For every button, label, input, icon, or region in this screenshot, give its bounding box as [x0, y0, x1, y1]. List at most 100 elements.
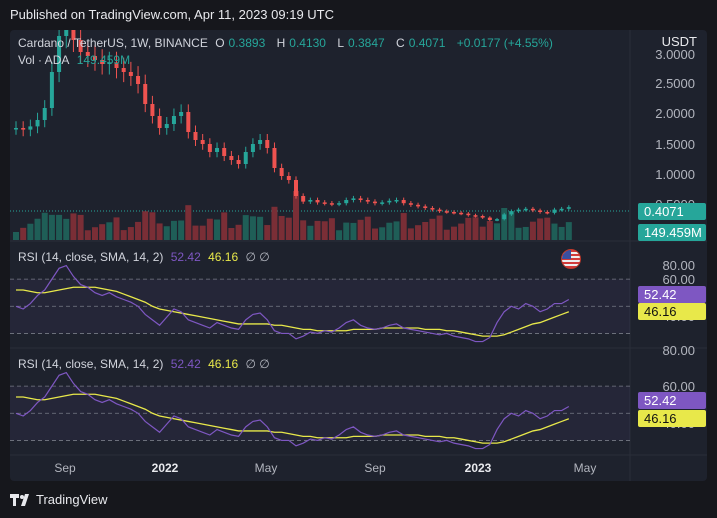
candle-body [215, 148, 220, 152]
volume-label: Vol · ADA [18, 53, 70, 67]
candle-body [322, 202, 327, 204]
candle-body [294, 180, 298, 196]
candle-body [444, 211, 449, 213]
candle-body [387, 200, 392, 203]
candle-body [337, 203, 342, 205]
volume-bar [178, 220, 185, 240]
volume-bar [13, 232, 19, 240]
volume-bar [127, 227, 134, 240]
rsi-tick: 80.00 [662, 343, 695, 358]
us-flag-icon[interactable] [561, 249, 581, 269]
candle-body [49, 72, 54, 108]
candle-body [509, 211, 514, 215]
rsi-value: 52.42 [170, 250, 201, 264]
last-price-badge: 0.4071 [638, 203, 706, 220]
volume-bar [192, 225, 199, 240]
candle-body [315, 200, 320, 203]
brand-name: TradingView [36, 492, 108, 507]
chart-frame[interactable]: Cardano / TetherUS, 1W, BINANCE O 0.3893 … [10, 30, 707, 481]
volume-bar [400, 213, 407, 240]
candle-body [85, 52, 90, 56]
volume-bar [422, 222, 429, 240]
candle-body [272, 148, 277, 168]
volume-bar [429, 218, 436, 240]
volume-bar [443, 229, 450, 240]
volume-bar [386, 222, 393, 240]
candle-body [265, 140, 270, 148]
candle-body [200, 140, 205, 144]
price-tick: 1.0000 [655, 167, 695, 182]
published-header: Published on TradingView.com, Apr 11, 20… [10, 7, 334, 22]
candle-body [372, 201, 377, 204]
close-value: 0.4071 [408, 36, 446, 50]
volume-legend: Vol · ADA 149.459M [18, 53, 134, 67]
tradingview-logo-icon [10, 493, 29, 506]
candle-body [401, 200, 406, 204]
time-label: 2023 [464, 461, 492, 475]
footer: TradingView [10, 492, 108, 507]
candle-body [459, 212, 464, 215]
price-tick: 1.5000 [655, 137, 695, 152]
volume-bar [522, 226, 529, 240]
rsi-sma-badge: 46.16 [638, 303, 706, 320]
volume-bar [214, 219, 221, 240]
volume-bar [336, 230, 343, 240]
volume-bar [20, 227, 27, 240]
rsi-sma-line [16, 393, 570, 444]
candle-body [487, 217, 492, 220]
volume-bar [221, 212, 228, 240]
volume-bar [48, 214, 55, 240]
candle-body [186, 112, 191, 132]
volume-bar [537, 218, 544, 240]
volume-bar [149, 212, 156, 240]
volume-bar [249, 216, 256, 240]
candle-body [121, 68, 126, 72]
rsi-tick: 60.00 [662, 272, 695, 287]
candle-body [495, 219, 500, 221]
candle-body [171, 116, 176, 124]
candle-body [35, 120, 40, 127]
volume-bar [529, 221, 536, 240]
candle-body [78, 40, 83, 52]
volume-bar [84, 230, 91, 240]
candle-body [516, 209, 521, 212]
candle-body [552, 209, 557, 213]
volume-bar [199, 225, 206, 240]
rsi-title: RSI (14, close, SMA, 14, 2) [18, 357, 164, 371]
rsi-sma-line [16, 286, 570, 337]
volume-value: 149.459M [76, 53, 131, 67]
volume-bar [135, 221, 142, 240]
candle-body [71, 30, 76, 40]
candle-body [286, 176, 291, 180]
low-value: 0.3847 [348, 36, 385, 50]
volume-bar [278, 216, 285, 240]
volume-bar [565, 222, 572, 240]
volume-bar [479, 226, 486, 240]
volume-bar [91, 227, 98, 240]
volume-bar [415, 225, 422, 240]
low-label: L [337, 36, 344, 50]
volume-bar [436, 215, 443, 240]
candle-body [473, 215, 478, 217]
candle-body [530, 208, 535, 211]
volume-bar [321, 221, 328, 240]
open-value: 0.3893 [228, 36, 266, 50]
candle-body [502, 214, 507, 220]
rsi-tick: 60.00 [662, 379, 695, 394]
volume-bar [27, 223, 34, 240]
chart-canvas[interactable] [10, 30, 707, 481]
volume-bar [156, 223, 163, 240]
rsi-extra: ∅ ∅ [245, 250, 270, 264]
time-label: Sep [54, 461, 76, 475]
volume-bar [501, 208, 508, 240]
volume-bar [364, 216, 371, 240]
volume-bar [314, 220, 321, 240]
candle-body [480, 216, 485, 218]
candle-body [100, 60, 105, 64]
rsi-badge: 52.42 [638, 286, 706, 303]
candle-body [430, 208, 435, 210]
rsi-sma-value: 46.16 [208, 250, 239, 264]
candle-body [250, 144, 255, 152]
rsi-legend-1: RSI (14, close, SMA, 14, 2) 52.42 46.16 … [18, 250, 274, 264]
volume-bar [407, 228, 414, 240]
